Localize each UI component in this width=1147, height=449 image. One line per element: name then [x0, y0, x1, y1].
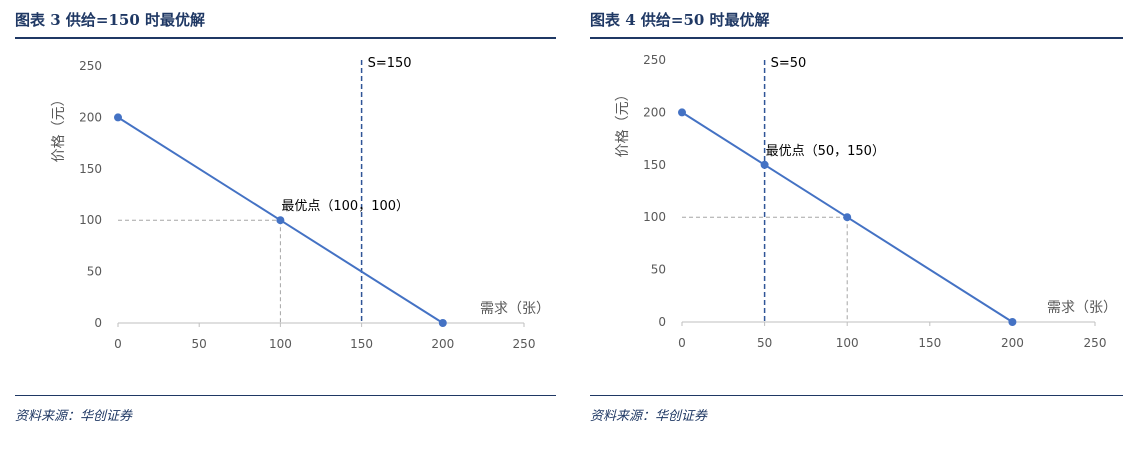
figure-3: 图表 3 供给=150 时最优解 0 50 100 150 200 250 0 50 100 15…	[15, 0, 556, 449]
demand-line	[681, 111, 1013, 323]
x-tick-label: 50	[192, 337, 207, 351]
data-point	[438, 319, 447, 327]
source-note: 资料来源：华创证券	[15, 409, 133, 424]
y-tick-label: 150	[79, 162, 102, 176]
y-tick-label: 100	[79, 213, 102, 227]
x-axis-label: 需求（张）	[480, 301, 550, 317]
chart-figure-3: 0 50 100 150 200 250 0 50 100 150 200 250 价格（元） 需求（张）…	[51, 56, 550, 351]
source-divider	[15, 395, 556, 396]
data-point	[678, 108, 686, 117]
x-tick-label: 250	[513, 337, 536, 351]
chart-figure-4: 0 50 100 150 200 250 0 50 100 150 200 250 价格（元） 需求（张）…	[615, 53, 1117, 350]
x-axis-label: 需求（张）	[1047, 300, 1117, 316]
figure-4: 图表 4 供给=50 时最优解 0 50 100 150 200 250 0 50 100 150…	[590, 0, 1123, 449]
supply-label: S=150	[368, 56, 412, 71]
optimum-label: 最优点（50，150）	[766, 144, 885, 159]
x-tick-label: 50	[757, 336, 772, 350]
source-note: 资料来源：华创证券	[590, 409, 708, 424]
y-tick-label: 100	[643, 210, 666, 224]
title-divider	[590, 37, 1123, 39]
y-tick-label: 50	[651, 263, 666, 277]
optimum-label: 最优点（100，100）	[281, 199, 409, 214]
source-divider	[590, 395, 1123, 396]
y-tick-label: 200	[79, 110, 102, 124]
x-tick-label: 250	[1084, 336, 1107, 350]
figure-title: 图表 4 供给=50 时最优解	[590, 11, 770, 29]
x-tick-label: 200	[1001, 336, 1024, 350]
x-tick-label: 200	[431, 337, 454, 351]
y-axis-label: 价格（元）	[51, 92, 67, 162]
data-point	[276, 216, 285, 225]
y-tick-label: 0	[658, 315, 666, 329]
y-tick-label: 250	[79, 59, 102, 73]
x-tick-label: 100	[836, 336, 859, 350]
x-tick-label: 100	[269, 337, 292, 351]
data-point	[760, 160, 769, 169]
x-tick-label: 150	[918, 336, 941, 350]
data-point	[1008, 318, 1017, 326]
title-divider	[15, 37, 556, 39]
data-point	[843, 213, 852, 222]
y-axis-label: 价格（元）	[615, 87, 631, 157]
supply-label: S=50	[771, 56, 807, 71]
y-tick-label: 0	[94, 316, 102, 330]
y-tick-label: 250	[643, 53, 666, 67]
x-tick-label: 0	[678, 336, 686, 350]
figure-title: 图表 3 供给=150 时最优解	[15, 11, 205, 29]
y-tick-label: 150	[643, 158, 666, 172]
x-tick-label: 150	[350, 337, 373, 351]
y-tick-label: 200	[643, 105, 666, 119]
y-tick-label: 50	[87, 265, 102, 279]
data-point	[114, 113, 122, 122]
x-tick-label: 0	[114, 337, 122, 351]
